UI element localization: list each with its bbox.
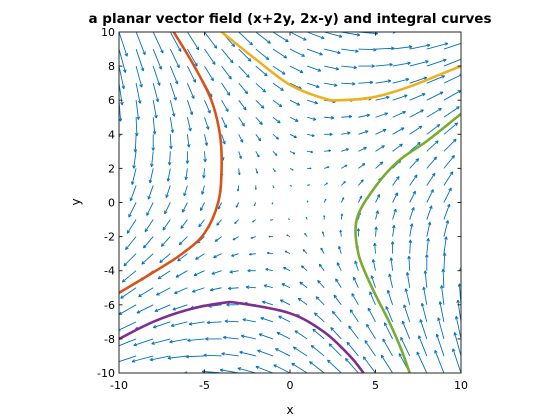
field-arrow <box>461 203 468 220</box>
field-arrow <box>461 73 480 84</box>
y-tick-label: -6 <box>104 299 115 312</box>
field-arrow <box>461 154 472 169</box>
field-arrow <box>461 40 484 49</box>
y-tick-label: 2 <box>108 162 115 175</box>
field-arrow <box>269 236 273 237</box>
x-tick-label: 0 <box>287 379 294 392</box>
y-tick-label: -4 <box>104 265 115 278</box>
y-tick-label: 10 <box>101 26 115 39</box>
field-arrow <box>115 151 119 170</box>
chart-title: a planar vector field (x+2y, 2x-y) and i… <box>89 11 492 27</box>
field-arrow <box>461 89 479 100</box>
y-tick-label: -10 <box>97 367 115 380</box>
field-arrow <box>96 356 119 365</box>
field-arrow <box>461 105 477 117</box>
field-arrow <box>461 56 482 66</box>
field-arrow <box>461 138 474 152</box>
field-arrow <box>255 185 256 189</box>
x-tick-label: 5 <box>372 379 379 392</box>
field-arrow <box>427 26 450 32</box>
y-axis-label: y <box>69 198 83 205</box>
field-arrow <box>461 219 466 237</box>
y-tick-label: 8 <box>108 60 115 73</box>
field-arrow <box>148 373 170 377</box>
field-arrow <box>461 235 465 254</box>
y-tick-label: 4 <box>108 128 115 141</box>
y-tick-label: -8 <box>104 333 115 346</box>
field-arrow <box>307 168 311 169</box>
y-tick-label: 6 <box>108 94 115 107</box>
field-arrow <box>461 121 476 134</box>
field-arrow <box>130 373 153 379</box>
x-tick-label: 10 <box>454 379 468 392</box>
field-arrow <box>461 170 471 185</box>
field-arrow <box>410 28 432 32</box>
field-arrow <box>100 322 119 333</box>
x-tick-label: -10 <box>110 379 128 392</box>
field-arrow <box>461 186 469 202</box>
y-tick-label: 0 <box>108 197 115 210</box>
field-arrow <box>324 215 325 219</box>
y-tick-label: -2 <box>104 231 115 244</box>
x-tick-label: -5 <box>199 379 210 392</box>
x-axis-label: x <box>286 403 293 417</box>
